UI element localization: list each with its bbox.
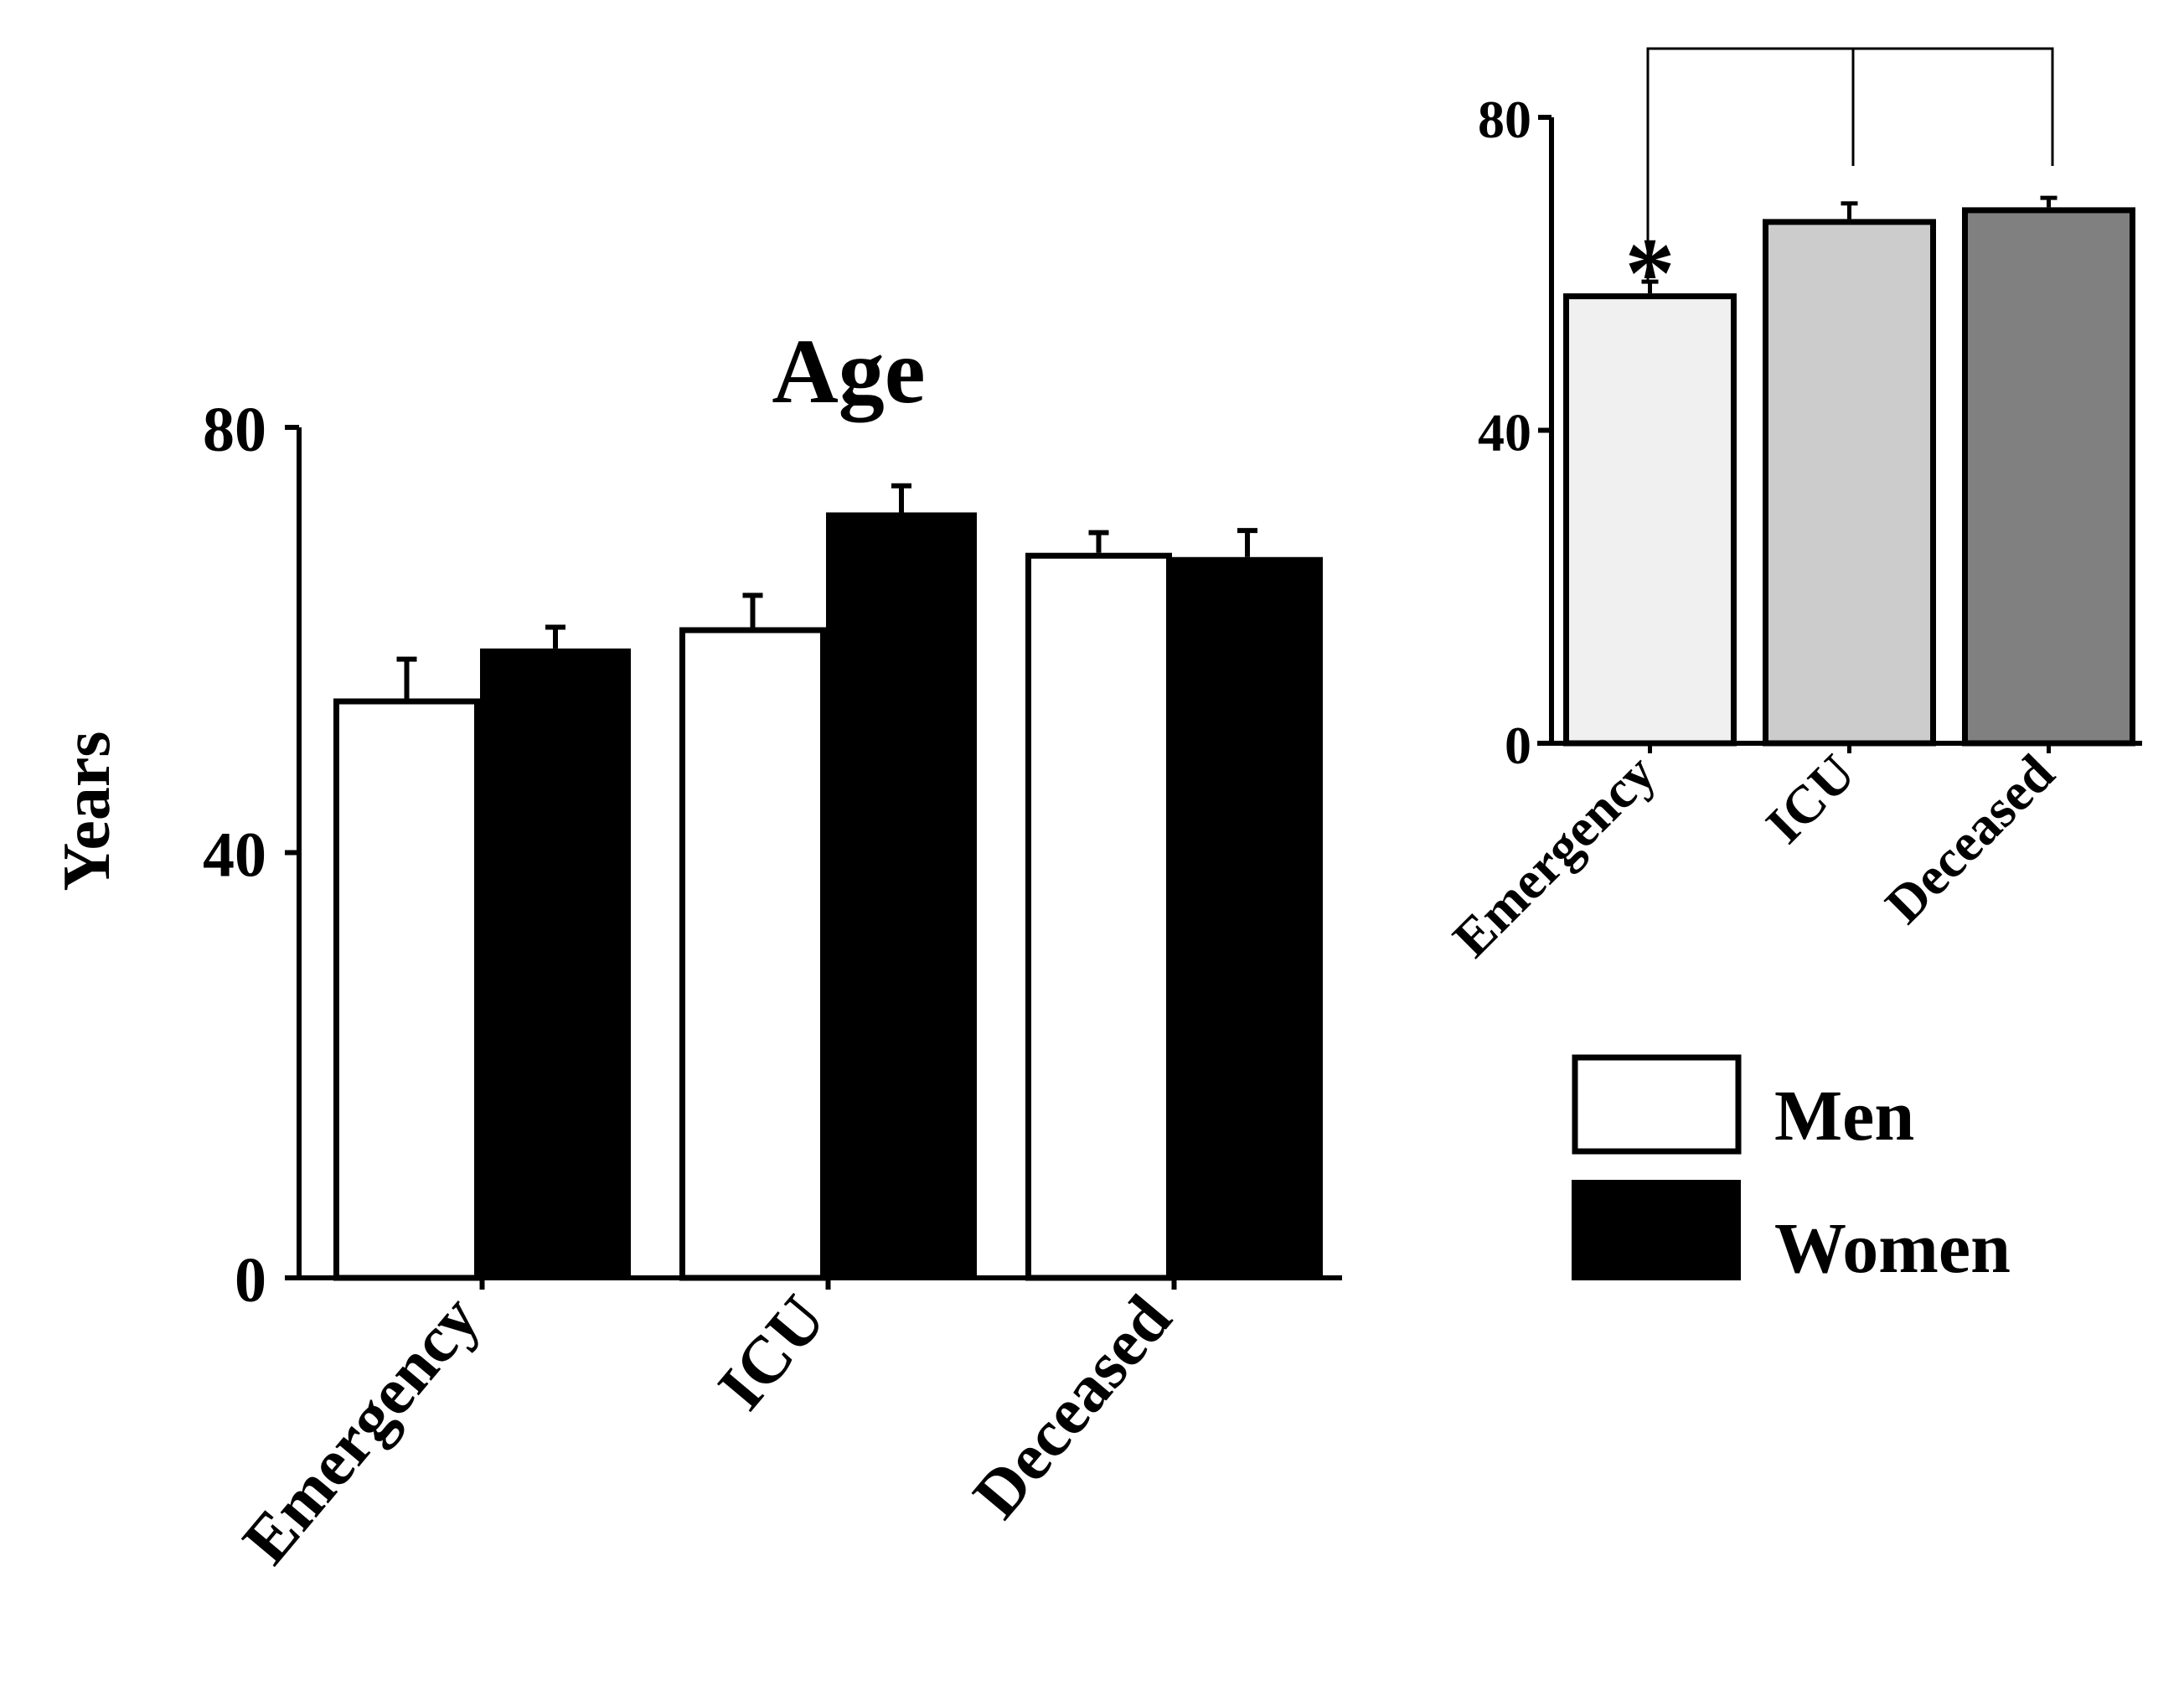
left-y-tick-label: 80 [203, 395, 266, 465]
right-x-tick-label: Emergency [1442, 743, 1667, 969]
legend-swatch-women [1572, 1180, 1741, 1280]
legend-label-men: Men [1774, 1075, 1914, 1156]
right-y-tick-label: 40 [1478, 403, 1531, 463]
legend: Men Women [1572, 1054, 2011, 1288]
left-bar-men-deceased [1025, 552, 1172, 1281]
left-y-tick-label: 40 [203, 820, 266, 891]
right-bar-deceased [1962, 207, 2135, 747]
left-x-tick-label: ICU [705, 1282, 840, 1424]
right-bar-emergency [1563, 293, 1737, 747]
right-x-tick-label: ICU [1754, 743, 1866, 855]
left-bar-men-emergency [333, 698, 480, 1281]
right-y-tick-label: 80 [1478, 90, 1531, 149]
left-y-axis-label: Years [50, 731, 124, 891]
bracket-line [1646, 47, 2054, 283]
significance-bracket [1646, 47, 2054, 283]
left-chart-title: Age [772, 320, 925, 422]
left-bar-men-icu [679, 627, 826, 1281]
right-chart: 0 40 80 Emergency ICU Deceased * [1442, 47, 2142, 969]
left-bar-women-deceased [1172, 556, 1323, 1278]
significance-asterisk: * [1625, 217, 1675, 328]
legend-item-men: Men [1572, 1054, 1914, 1156]
right-bar-icu [1763, 219, 1936, 747]
legend-swatch-men [1572, 1054, 1742, 1155]
left-y-tick-label: 0 [235, 1245, 266, 1316]
left-chart: Age Years 0 40 80 Emergency ICU Deceased [50, 320, 1342, 1578]
left-x-tick-label: Emergency [229, 1282, 493, 1578]
right-x-tick-label: Deceased [1874, 743, 2066, 935]
right-plot-area: 0 40 80 Emergency ICU Deceased [1442, 90, 2142, 969]
left-bar-women-icu [826, 512, 977, 1278]
left-plot-area: 0 40 80 Emergency ICU Deceased [203, 395, 1342, 1578]
legend-label-women: Women [1774, 1207, 2011, 1288]
legend-item-women: Women [1572, 1180, 2011, 1288]
right-y-tick-label: 0 [1505, 716, 1531, 775]
left-x-tick-label: Deceased [959, 1282, 1185, 1532]
left-bar-women-emergency [480, 648, 631, 1278]
